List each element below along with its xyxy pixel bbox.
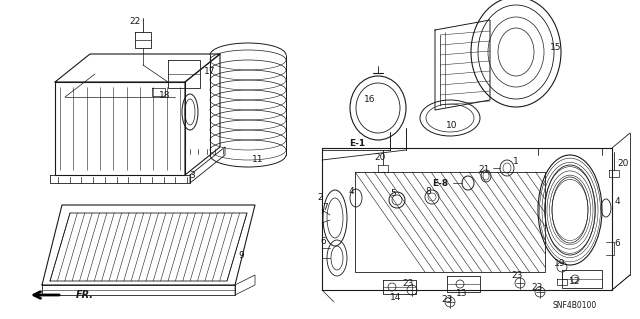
Text: 23: 23 — [511, 271, 523, 280]
Text: 19: 19 — [554, 258, 566, 268]
Text: 23: 23 — [403, 278, 413, 287]
Text: E-1: E-1 — [349, 138, 365, 147]
Text: 16: 16 — [364, 95, 376, 105]
Text: 9: 9 — [238, 250, 244, 259]
Text: 4: 4 — [348, 188, 354, 197]
Text: FR.: FR. — [76, 290, 94, 300]
Text: 21: 21 — [478, 166, 490, 174]
Text: 6: 6 — [320, 238, 326, 247]
Text: 1: 1 — [513, 158, 519, 167]
Text: 17: 17 — [204, 68, 216, 77]
Text: 14: 14 — [390, 293, 402, 302]
Text: 7: 7 — [322, 204, 328, 212]
Text: 20: 20 — [618, 160, 628, 168]
Text: 11: 11 — [252, 155, 264, 165]
Text: 18: 18 — [159, 92, 171, 100]
Text: 6: 6 — [614, 240, 620, 249]
Text: 3: 3 — [189, 170, 195, 180]
Text: E-8: E-8 — [432, 179, 448, 188]
Text: 10: 10 — [446, 122, 458, 130]
Text: 15: 15 — [550, 43, 562, 53]
Text: 20: 20 — [374, 153, 386, 162]
Text: 22: 22 — [129, 18, 141, 26]
Text: 2: 2 — [317, 192, 323, 202]
Text: 12: 12 — [570, 278, 580, 286]
Text: SNF4B0100: SNF4B0100 — [553, 300, 597, 309]
Text: 4: 4 — [614, 197, 620, 206]
Text: 23: 23 — [531, 284, 543, 293]
Text: 8: 8 — [425, 187, 431, 196]
Text: 23: 23 — [442, 294, 452, 303]
Text: 13: 13 — [456, 290, 468, 299]
Text: 5: 5 — [390, 189, 396, 197]
